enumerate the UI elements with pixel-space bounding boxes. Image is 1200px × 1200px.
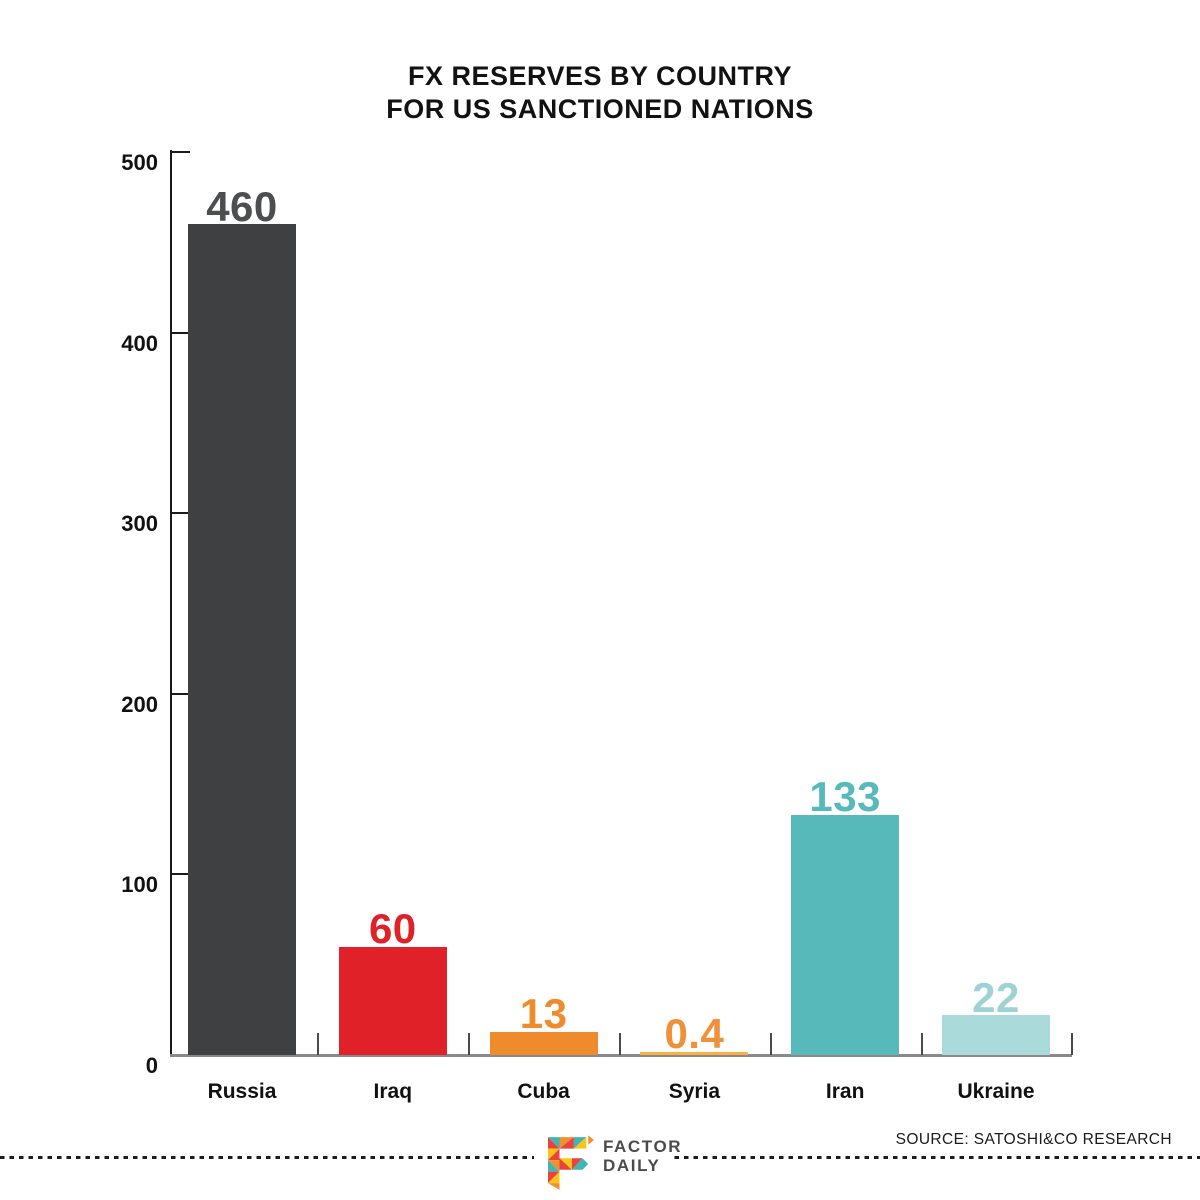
bar-iraq — [338, 946, 447, 1055]
chart-title-line1: FX RESERVES BY COUNTRY — [407, 61, 793, 91]
category-label-cuba: Cuba — [517, 1080, 570, 1103]
y-axis-tick — [170, 873, 190, 876]
x-axis-boundary-tick — [769, 1033, 772, 1055]
x-axis-boundary-tick — [619, 1033, 621, 1055]
category-label-iraq: Iraq — [373, 1080, 413, 1103]
x-axis-boundary-tick — [468, 1033, 471, 1055]
y-axis-tick — [170, 331, 190, 334]
y-axis-tick-label: 400 — [121, 330, 158, 356]
y-axis-tick-label: 100 — [121, 872, 158, 898]
value-label-cuba: 13 — [519, 989, 568, 1037]
value-label-iran: 133 — [809, 773, 881, 821]
x-axis-boundary-tick — [317, 1033, 320, 1055]
bar-russia — [188, 224, 296, 1055]
factor-daily-logo: FACTOR DAILY — [534, 1126, 681, 1198]
x-axis-boundary-tick — [1071, 1033, 1074, 1055]
category-label-syria: Syria — [668, 1080, 721, 1103]
y-axis-tick — [170, 692, 190, 695]
source-attribution: SOURCE: SATOSHI&CO RESEARCH — [895, 1131, 1172, 1148]
chart-title-line2: FOR US SANCTIONED NATIONS — [386, 94, 814, 124]
y-axis-tick-label: 200 — [121, 691, 158, 717]
bar-iran — [791, 814, 900, 1055]
value-label-syria: 0.4 — [664, 1010, 725, 1058]
y-axis-line — [170, 150, 172, 1055]
y-axis-tick-label: 0 — [145, 1053, 158, 1078]
wordmark-line2: DAILY — [603, 1156, 661, 1175]
factor-daily-wordmark: FACTOR DAILY — [603, 1137, 682, 1175]
x-axis-line — [170, 1054, 1073, 1057]
bar-syria — [640, 1052, 749, 1055]
y-axis-tick-label: 500 — [121, 150, 158, 175]
factor-daily-logo-icon — [548, 1135, 594, 1190]
bar-cuba — [489, 1031, 598, 1055]
category-label-russia: Russia — [207, 1080, 277, 1103]
value-label-iraq: 60 — [368, 904, 417, 952]
value-label-ukraine: 22 — [972, 973, 1020, 1021]
chart-title: FX RESERVES BY COUNTRY FOR US SANCTIONED… — [0, 60, 1200, 126]
value-label-russia: 460 — [206, 182, 278, 230]
category-label-ukraine: Ukraine — [957, 1080, 1035, 1103]
y-axis-tick-label: 300 — [121, 511, 158, 537]
wordmark-line1: FACTOR — [603, 1137, 683, 1156]
x-axis-boundary-tick — [920, 1033, 923, 1055]
category-label-iran: Iran — [825, 1080, 865, 1103]
bar-ukraine — [942, 1015, 1050, 1055]
y-axis-tick — [170, 512, 190, 515]
y-axis-tick — [170, 151, 190, 153]
